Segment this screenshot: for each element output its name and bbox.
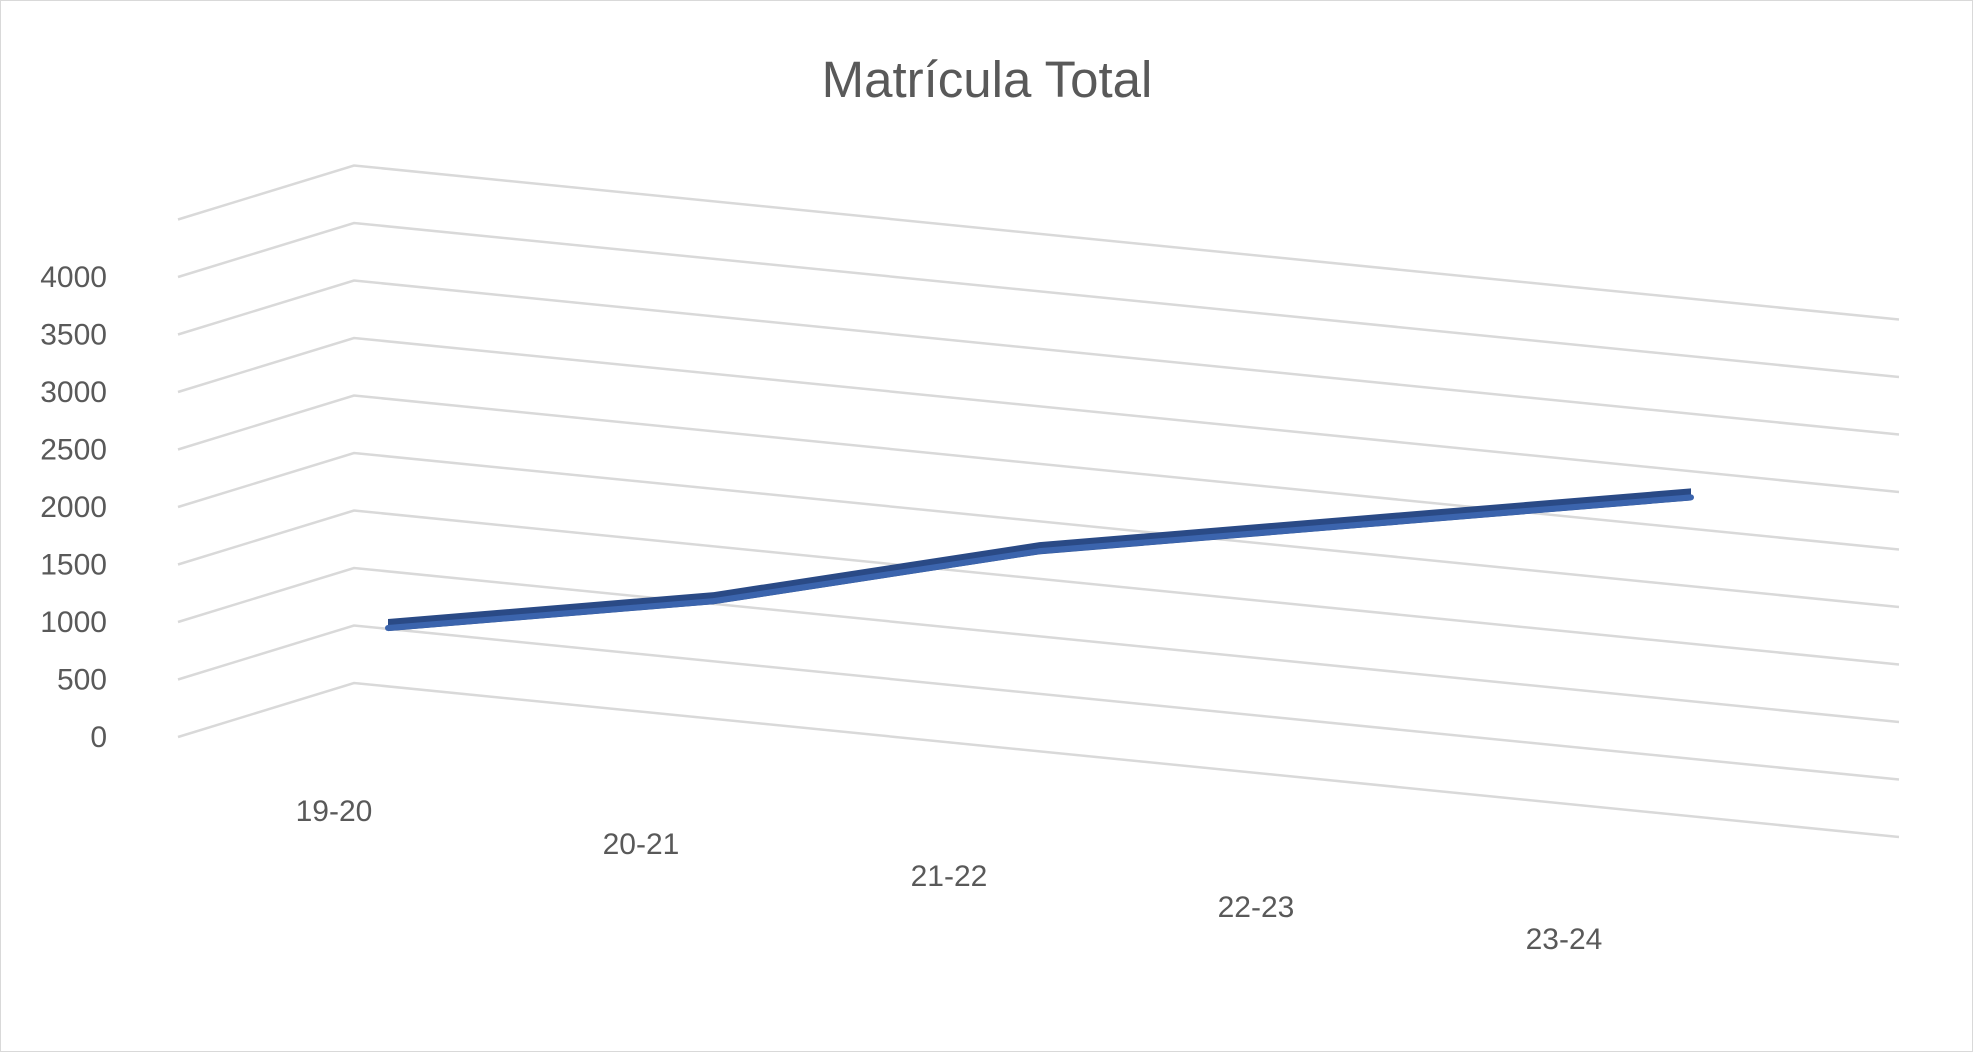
x-tick-label: 22-23: [1218, 891, 1295, 924]
y-axis-tick-labels: 0 500 1000 1500 2000 2500 3000 3500 4000: [40, 261, 107, 754]
gridline: [177, 164, 1900, 321]
gridline: [177, 451, 1900, 609]
gridline: [177, 221, 1900, 379]
gridline: [177, 394, 1900, 551]
y-tick-label: 4000: [40, 261, 107, 294]
gridline: [177, 566, 1900, 724]
x-tick-label: 21-22: [911, 860, 988, 893]
series-point: [1688, 494, 1694, 501]
series-point: [710, 598, 717, 605]
y-tick-label: 0: [90, 721, 107, 754]
series-line-3d: [385, 488, 1694, 632]
y-tick-label: 500: [57, 664, 107, 697]
series-point: [385, 625, 391, 631]
x-axis-tick-labels: 19-20 20-21 21-22 22-23 23-24: [296, 795, 1603, 956]
y-tick-label: 2000: [40, 491, 107, 524]
series-point: [1362, 521, 1369, 528]
gridline: [177, 336, 1900, 494]
x-tick-label: 23-24: [1526, 923, 1603, 956]
x-tick-label: 20-21: [603, 828, 680, 861]
gridline: [177, 624, 1900, 781]
y-tick-label: 1000: [40, 606, 107, 639]
x-tick-label: 19-20: [296, 795, 373, 828]
y-tick-label: 3500: [40, 319, 107, 352]
y-tick-label: 2500: [40, 434, 107, 467]
gridline: [177, 681, 1900, 839]
series-point: [1036, 548, 1043, 555]
chart-title: Matrícula Total: [822, 51, 1153, 108]
y-tick-label: 1500: [40, 549, 107, 582]
gridline: [177, 509, 1900, 666]
gridline: [177, 279, 1900, 436]
gridlines: [177, 164, 1900, 839]
y-tick-label: 3000: [40, 376, 107, 409]
